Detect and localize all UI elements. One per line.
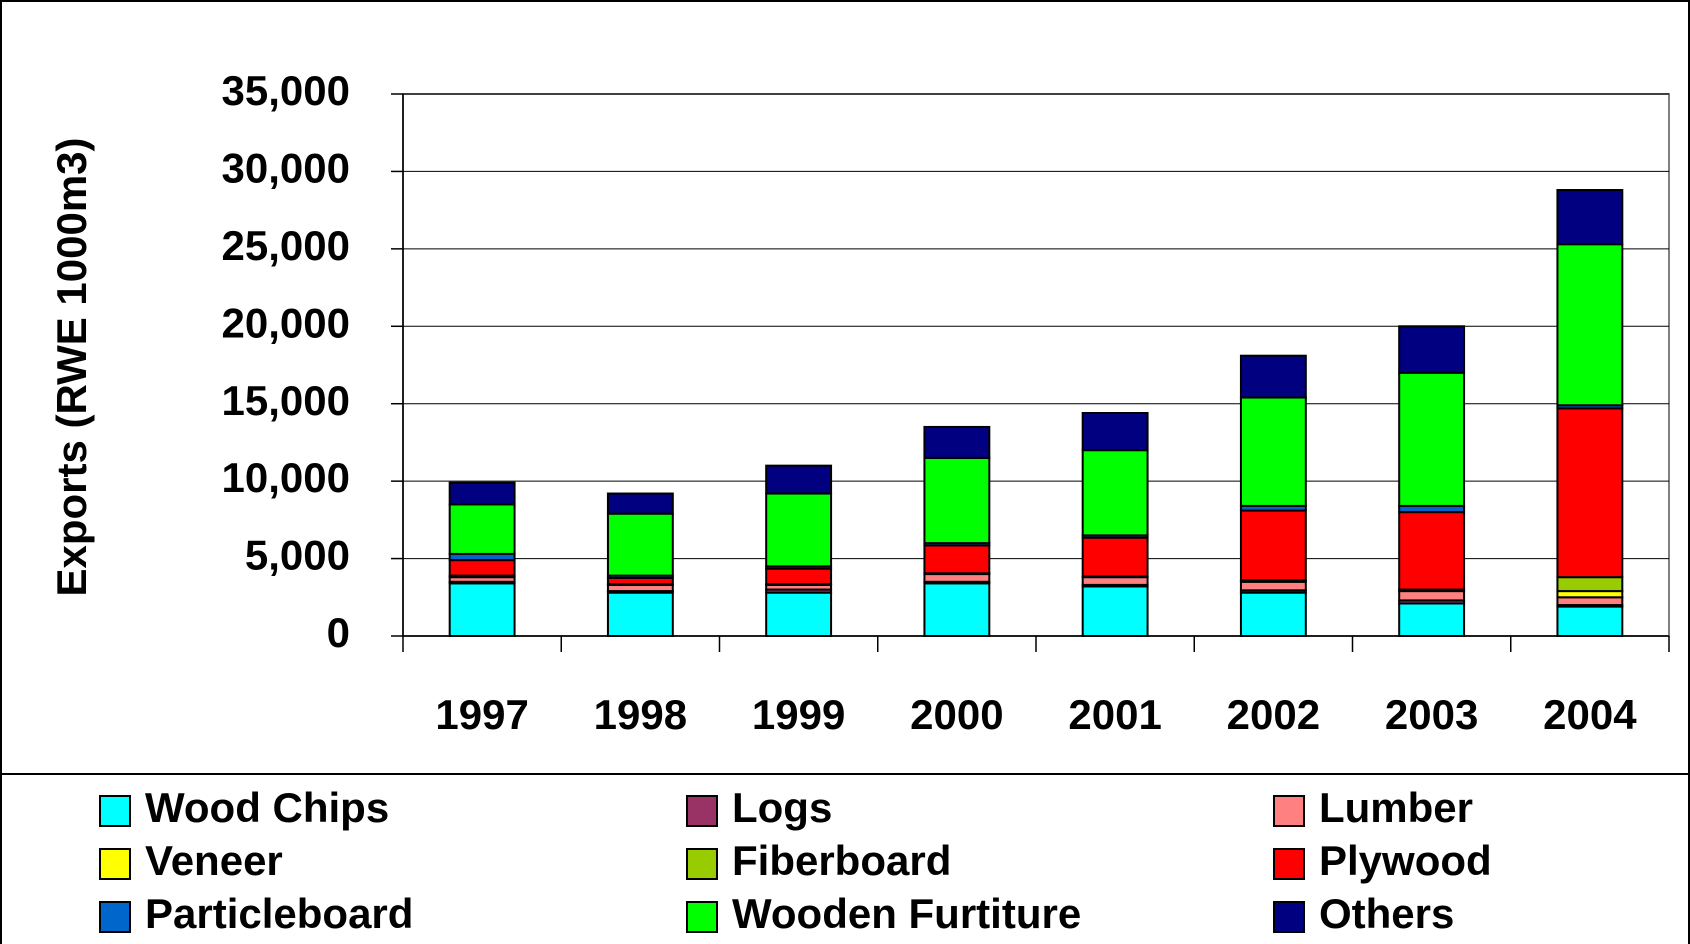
bar-segment (606, 492, 674, 515)
legend-swatch (99, 901, 131, 933)
bar-segment (923, 573, 991, 583)
x-tick-label: 1999 (752, 691, 845, 738)
legend-swatch (1273, 795, 1305, 827)
legend-label: Fiberboard (732, 837, 951, 884)
bar-segment (923, 425, 991, 459)
bar-segment (1081, 449, 1149, 537)
y-tick-label: 35,000 (222, 67, 350, 114)
legend-label: Logs (732, 784, 832, 831)
bar-segment (1081, 585, 1149, 638)
bar-segment (1398, 371, 1466, 507)
bar-segment (1081, 576, 1149, 586)
bar-segment (1081, 536, 1149, 578)
legend-swatch (686, 795, 718, 827)
x-tick-label: 1997 (435, 691, 528, 738)
legend-label: Wood Chips (145, 784, 389, 831)
plot-area (402, 93, 1670, 637)
bar-segment (606, 591, 674, 638)
bar-segment (1239, 591, 1307, 638)
x-tick-label: 2003 (1385, 691, 1478, 738)
legend-label: Particleboard (145, 890, 413, 937)
legend-label: Lumber (1319, 784, 1473, 831)
bar-segment (1556, 596, 1624, 607)
bar-segment (1081, 412, 1149, 452)
legend-swatch (1273, 901, 1305, 933)
legend-swatch (1273, 848, 1305, 880)
bar-segment (606, 512, 674, 577)
bar-segment (1556, 576, 1624, 593)
bar-segment (1239, 396, 1307, 507)
legend-swatch (686, 848, 718, 880)
y-tick-label: 10,000 (222, 454, 350, 501)
legend-label: Veneer (145, 837, 283, 884)
y-tick-label: 30,000 (222, 145, 350, 192)
bar-segment (1398, 590, 1466, 602)
bar-segment (448, 582, 516, 637)
bar-segment (1398, 511, 1466, 591)
legend-label: Plywood (1319, 837, 1492, 884)
x-tick-label: 1998 (594, 691, 687, 738)
legend-label: Others (1319, 890, 1454, 937)
y-tick-label: 15,000 (222, 377, 350, 424)
bar-segment (1556, 243, 1624, 407)
x-tick-label: 2004 (1543, 691, 1637, 738)
legend-label: Wooden Furtiture (732, 890, 1081, 937)
bar-segment (448, 503, 516, 555)
bar-segment (1556, 407, 1624, 579)
y-axis-label: Exports (RWE 1000m3) (48, 137, 95, 596)
bar-segment (1239, 354, 1307, 399)
bar-segment (765, 567, 833, 586)
bar-segment (923, 582, 991, 637)
bar-segment (923, 544, 991, 575)
bar-segment (765, 492, 833, 568)
y-tick-label: 5,000 (245, 532, 350, 579)
y-tick-label: 0 (327, 609, 350, 656)
bar-segment (448, 559, 516, 577)
bar-segment (1398, 602, 1466, 637)
bar-segment (923, 456, 991, 545)
bar-segment (1239, 580, 1307, 592)
bar-segment (1398, 325, 1466, 374)
bar-segment (765, 591, 833, 638)
x-tick-label: 2000 (910, 691, 1003, 738)
x-tick-label: 2001 (1068, 691, 1161, 738)
legend-swatch (99, 795, 131, 827)
bar-segment (1556, 189, 1624, 246)
bar-segment (765, 464, 833, 495)
x-tick-label: 2002 (1227, 691, 1320, 738)
y-tick-label: 25,000 (222, 222, 350, 269)
y-tick-label: 20,000 (222, 299, 350, 346)
bar-segment (448, 481, 516, 506)
bar-segment (1239, 509, 1307, 582)
legend-swatch (686, 901, 718, 933)
legend-swatch (99, 848, 131, 880)
bar-segment (1556, 605, 1624, 638)
